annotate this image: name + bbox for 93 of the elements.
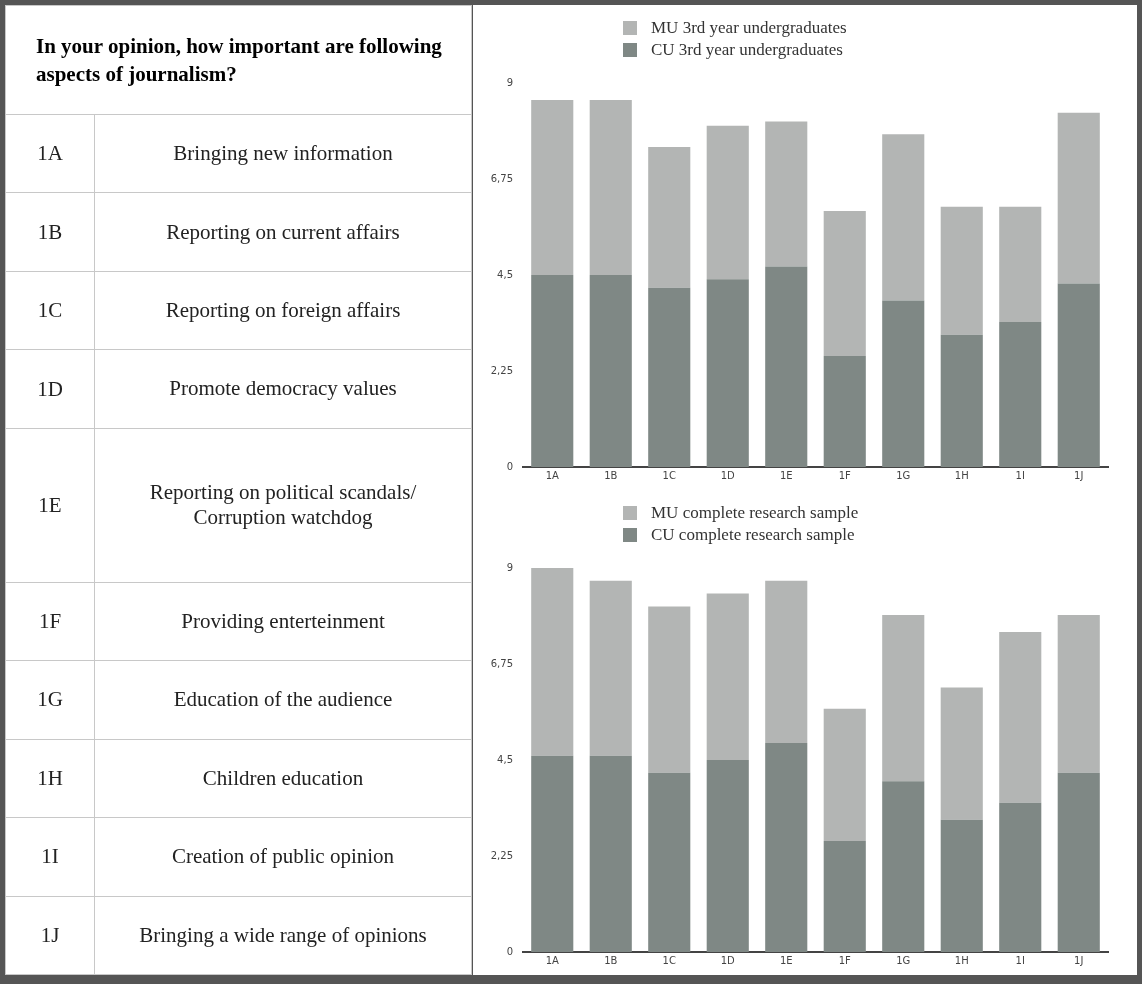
- bar: [589, 275, 632, 467]
- legend-label: CU 3rd year undergraduates: [651, 40, 843, 60]
- x-tick-label: 1J: [1074, 469, 1084, 481]
- bar: [1057, 283, 1100, 467]
- text: In your opinion, how important are following aspects of journalism?: [5, 5, 472, 115]
- bar: [1057, 112, 1100, 284]
- category-label: 1H: [5, 739, 95, 818]
- x-tick-label: 1I: [1015, 469, 1025, 481]
- category-label: 1I: [5, 817, 95, 897]
- text: Bringing new information: [94, 114, 472, 193]
- bar: [531, 755, 574, 952]
- y-tick-label: 6,75: [490, 172, 513, 184]
- x-tick-label: 1D: [720, 954, 736, 966]
- legend-label: CU complete research sample: [651, 525, 855, 545]
- bar: [706, 760, 749, 952]
- category-label: 1B: [5, 192, 95, 272]
- bar: [648, 147, 691, 288]
- y-tick-label: 9: [506, 76, 513, 88]
- bar: [706, 593, 749, 760]
- y-tick-label: 0: [506, 945, 513, 957]
- category-label: 1F: [5, 582, 95, 661]
- category-label: 1D: [5, 349, 95, 429]
- bar: [999, 321, 1042, 467]
- y-tick-label: 4,5: [497, 753, 513, 765]
- y-tick-label: 0: [506, 460, 513, 472]
- bar: [648, 606, 691, 773]
- bar: [531, 275, 574, 467]
- text: Bringing a wide range of opinions: [94, 896, 472, 975]
- bar: [823, 356, 866, 467]
- y-tick-label: 2,25: [490, 849, 513, 861]
- text: Children education: [94, 739, 472, 818]
- bar: [531, 568, 574, 756]
- x-tick-label: 1C: [662, 469, 676, 481]
- x-tick-label: 1A: [545, 469, 560, 481]
- x-tick-label: 1H: [954, 469, 969, 481]
- bar: [589, 755, 632, 952]
- bar: [589, 580, 632, 756]
- bar: [823, 708, 866, 842]
- bar: [765, 580, 808, 743]
- x-tick-label: 1F: [838, 469, 852, 481]
- category-label: 1A: [5, 114, 95, 193]
- y-tick-label: 2,25: [490, 364, 513, 376]
- bar: [882, 781, 925, 952]
- x-tick-label: 1E: [779, 954, 793, 966]
- bar: [882, 614, 925, 782]
- x-tick-label: 1D: [720, 469, 736, 481]
- bar: [940, 334, 983, 467]
- bar: [765, 266, 808, 467]
- bar: [940, 819, 983, 952]
- bar: [940, 687, 983, 820]
- bar: [531, 100, 574, 275]
- text: Promote democracy values: [94, 349, 472, 429]
- bar: [882, 300, 925, 467]
- bar: [1057, 614, 1100, 773]
- bar: [706, 125, 749, 280]
- text: Reporting on foreign affairs: [94, 271, 472, 350]
- category-label: 1C: [5, 271, 95, 350]
- bar: [765, 121, 808, 267]
- x-tick-label: 1F: [838, 954, 852, 966]
- bar: [999, 206, 1042, 322]
- x-tick-label: 1I: [1015, 954, 1025, 966]
- y-tick-label: 6,75: [490, 657, 513, 669]
- x-tick-label: 1B: [604, 469, 618, 481]
- text: Creation of public opinion: [94, 817, 472, 897]
- text: Providing enterteinment: [94, 582, 472, 661]
- bar: [589, 100, 632, 275]
- text: Reporting on political scandals/ Corruption watchdog: [94, 428, 472, 583]
- bar: [648, 287, 691, 467]
- x-tick-label: 1B: [604, 954, 618, 966]
- x-tick-label: 1C: [662, 954, 676, 966]
- bar: [1057, 772, 1100, 952]
- bar: [648, 772, 691, 952]
- bar: [999, 632, 1042, 803]
- bar: [706, 279, 749, 467]
- x-tick-label: 1E: [779, 469, 793, 481]
- x-tick-label: 1H: [954, 954, 969, 966]
- bar: [823, 211, 866, 357]
- x-tick-label: 1A: [545, 954, 560, 966]
- bar: [999, 802, 1042, 952]
- bar: [940, 206, 983, 335]
- y-tick-label: 9: [506, 561, 513, 573]
- y-tick-label: 4,5: [497, 268, 513, 280]
- x-tick-label: 1G: [896, 954, 911, 966]
- legend-label: MU complete research sample: [651, 503, 859, 523]
- x-tick-label: 1G: [896, 469, 911, 481]
- category-label: 1G: [5, 660, 95, 740]
- bar: [882, 134, 925, 301]
- bar: [765, 742, 808, 952]
- bar: [823, 841, 866, 952]
- x-tick-label: 1J: [1074, 954, 1084, 966]
- legend-label: MU 3rd year undergraduates: [651, 18, 847, 38]
- text: Education of the audience: [94, 660, 472, 740]
- text: Reporting on current affairs: [94, 192, 472, 272]
